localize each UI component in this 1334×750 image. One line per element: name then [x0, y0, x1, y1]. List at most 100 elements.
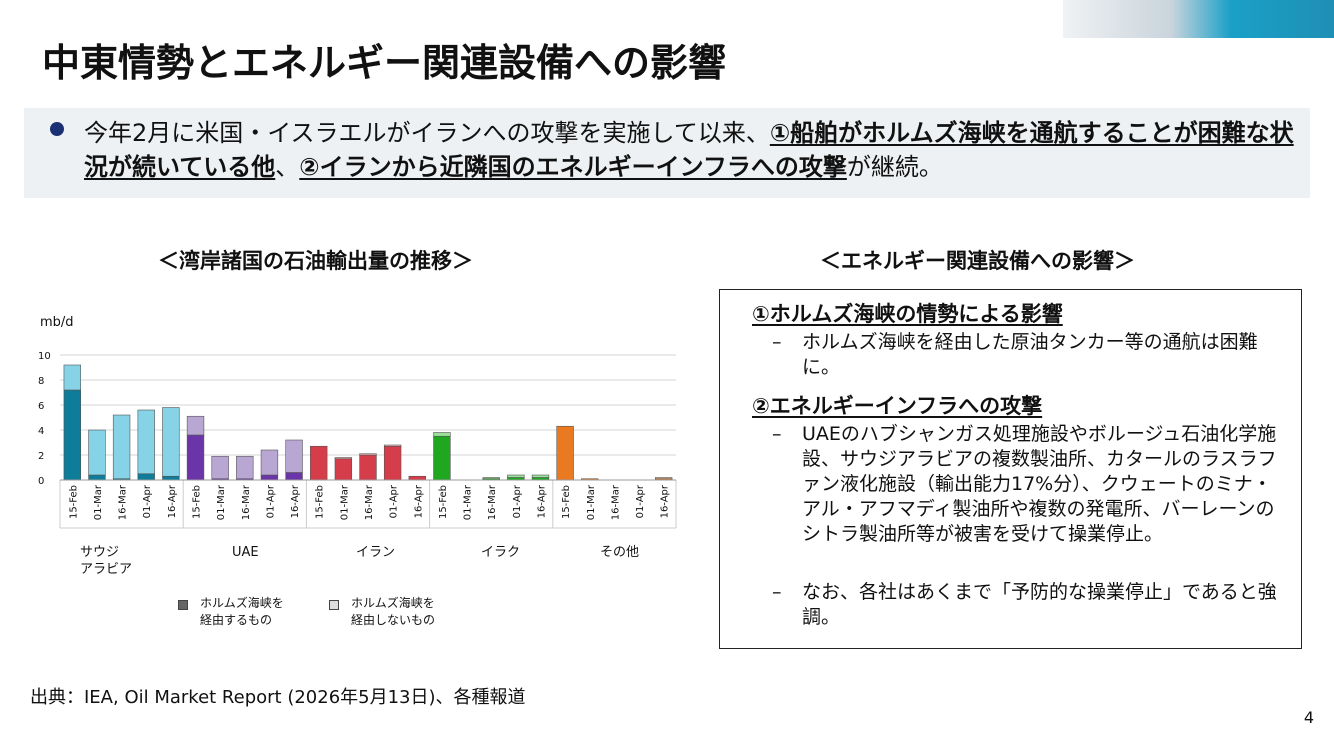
source-note: 出典：IEA, Oil Market Report (2026年5月13日)、各…: [30, 687, 526, 708]
bar-not-via-hormuz: [334, 457, 353, 460]
x-tick-label: 01-Apr: [265, 484, 276, 518]
summary-box: 今年2月に米国・イスラエルがイランへの攻撃を実施して以来、①船舶がホルムズ海峡を…: [24, 108, 1310, 198]
bar-via-hormuz: [162, 475, 180, 481]
bar-via-hormuz: [260, 474, 279, 481]
impact-heading-2: ②エネルギーインフラへの攻撃: [752, 394, 1043, 418]
bar-via-hormuz: [186, 434, 205, 481]
group-label-iran: イラン: [356, 545, 396, 560]
bar-via-hormuz: [310, 445, 328, 481]
x-tick-label: 15-Feb: [438, 485, 449, 519]
bar-not-via-hormuz: [137, 409, 155, 475]
x-tick-label: 16-Apr: [660, 484, 671, 518]
page-number: 4: [1303, 708, 1314, 727]
x-tick-label: 01-Mar: [216, 484, 227, 520]
impact-item: – UAEのハブシャンガス処理施設やボルージュ石油化学施設、サウジアラビアの複数…: [772, 422, 1277, 547]
chart-unit-label: mb/d: [40, 315, 74, 330]
bar-not-via-hormuz: [260, 449, 279, 476]
impact-item: – ホルムズ海峡を経由した原油タンカー等の通航は困難に。: [772, 330, 1277, 380]
bar-via-hormuz: [334, 458, 353, 481]
x-tick-label: 15-Feb: [561, 485, 572, 519]
x-tick-label: 16-Mar: [241, 484, 252, 520]
bullet-icon: [50, 122, 64, 136]
bar-not-via-hormuz: [88, 429, 106, 476]
impact-item-text: ホルムズ海峡を経由した原油タンカー等の通航は困難に。: [802, 331, 1258, 378]
impact-item-text: なお、各社はあくまで「予防的な操業停止」であると強調。: [802, 581, 1277, 628]
x-tick-label: 16-Mar: [364, 484, 375, 520]
summary-plain-2: 、: [275, 153, 300, 181]
x-tick-label: 15-Feb: [68, 485, 79, 519]
x-tick-label: 01-Apr: [142, 484, 153, 518]
summary-text: 今年2月に米国・イスラエルがイランへの攻撃を実施して以来、①船舶がホルムズ海峡を…: [84, 116, 1299, 184]
impact-box: ①ホルムズ海峡の情勢による影響 – ホルムズ海峡を経由した原油タンカー等の通航は…: [719, 289, 1302, 649]
bar-not-via-hormuz: [359, 453, 377, 456]
chart-section-title: ＜湾岸諸国の石油輸出量の推移＞: [158, 249, 473, 273]
bar-not-via-hormuz: [236, 455, 254, 480]
bar-via-hormuz: [137, 473, 155, 481]
group-label-other: その他: [600, 545, 640, 560]
x-tick-label: 16-Mar: [118, 484, 129, 520]
bar-not-via-hormuz: [162, 407, 180, 477]
impact-heading-1: ①ホルムズ海峡の情勢による影響: [752, 302, 1063, 326]
bar-via-hormuz: [383, 445, 402, 481]
bar-via-hormuz: [63, 389, 81, 481]
impact-item-text: UAEのハブシャンガス処理施設やボルージュ石油化学施設、サウジアラビアの複数製油…: [802, 423, 1277, 545]
bar-not-via-hormuz: [112, 414, 131, 480]
bar-via-hormuz: [408, 475, 426, 481]
bar-via-hormuz: [285, 472, 303, 481]
x-tick-label: 01-Mar: [339, 484, 350, 520]
x-tick-label: 16-Apr: [167, 484, 178, 518]
dash-icon: –: [772, 581, 782, 603]
summary-emphasis-1: ①船舶がホルムズ海峡を通航することが困難な状況が続いている他: [84, 119, 1294, 181]
y-tick-label: 0: [38, 476, 44, 487]
oil-export-bar-chart: 0 2 4 6 8 10 15-Feb 01-Mar 16-Mar 01-Apr 16-Apr 15-…: [38, 351, 677, 529]
impact-item: – なお、各社はあくまで「予防的な操業停止」であると強調。: [772, 580, 1277, 630]
bar-not-via-hormuz: [63, 364, 81, 391]
bar-via-hormuz: [359, 454, 377, 481]
legend-swatch-dark: [178, 600, 188, 610]
x-tick-label: 16-Apr: [413, 484, 424, 518]
y-tick-label: 10: [38, 351, 51, 362]
bar-via-hormuz: [556, 425, 574, 481]
x-tick-label: 01-Apr: [635, 484, 646, 518]
bar-not-via-hormuz: [285, 439, 303, 473]
y-tick-label: 4: [38, 426, 44, 437]
bar-via-hormuz: [88, 474, 106, 481]
x-tick-label: 16-Mar: [610, 484, 621, 520]
page-title: 中東情勢とエネルギー関連設備への影響: [42, 41, 727, 85]
y-tick-label: 8: [38, 376, 44, 387]
bar-not-via-hormuz: [482, 477, 500, 480]
x-tick-label: 01-Mar: [463, 484, 474, 520]
x-tick-label: 16-Apr: [536, 484, 547, 518]
bar-not-via-hormuz: [383, 444, 402, 447]
legend-label-not-via-hormuz: ホルムズ海峡を 経由しないもの: [351, 596, 436, 627]
dash-icon: –: [772, 331, 782, 353]
y-tick-label: 2: [38, 451, 44, 462]
summary-emphasis-2: ②イランから近隣国のエネルギーインフラへの攻撃: [299, 153, 847, 181]
bar-not-via-hormuz: [433, 432, 451, 437]
bar-not-via-hormuz: [507, 474, 525, 478]
x-tick-label: 16-Mar: [487, 484, 498, 520]
header-decoration-bar: [1063, 0, 1334, 38]
group-label-saudi: サウジ アラビア: [80, 544, 132, 578]
legend-swatch-light: [329, 600, 339, 610]
x-tick-label: 01-Apr: [512, 484, 523, 518]
group-label-iraq: イラク: [481, 545, 521, 560]
x-tick-label: 15-Feb: [315, 485, 326, 519]
bar-not-via-hormuz: [655, 477, 673, 480]
x-tick-label: 16-Apr: [290, 484, 301, 518]
y-tick-label: 6: [38, 401, 44, 412]
summary-plain-1: 今年2月に米国・イスラエルがイランへの攻撃を実施して以来、: [84, 119, 770, 147]
summary-plain-3: が継続。: [846, 153, 943, 181]
legend-label-via-hormuz: ホルムズ海峡を 経由するもの: [200, 596, 284, 627]
impact-section-title: ＜エネルギー関連設備への影響＞: [820, 249, 1135, 273]
group-label-saudi-text: サウジ アラビア: [80, 545, 133, 577]
bar-not-via-hormuz: [186, 415, 205, 436]
bar-via-hormuz: [433, 435, 451, 481]
bar-not-via-hormuz: [211, 455, 229, 480]
dash-icon: –: [772, 423, 782, 445]
x-tick-label: 01-Apr: [389, 484, 400, 518]
x-tick-label: 15-Feb: [192, 485, 203, 519]
bar-not-via-hormuz: [531, 474, 550, 478]
group-label-uae: UAE: [232, 545, 259, 560]
x-tick-label: 01-Mar: [93, 484, 104, 520]
